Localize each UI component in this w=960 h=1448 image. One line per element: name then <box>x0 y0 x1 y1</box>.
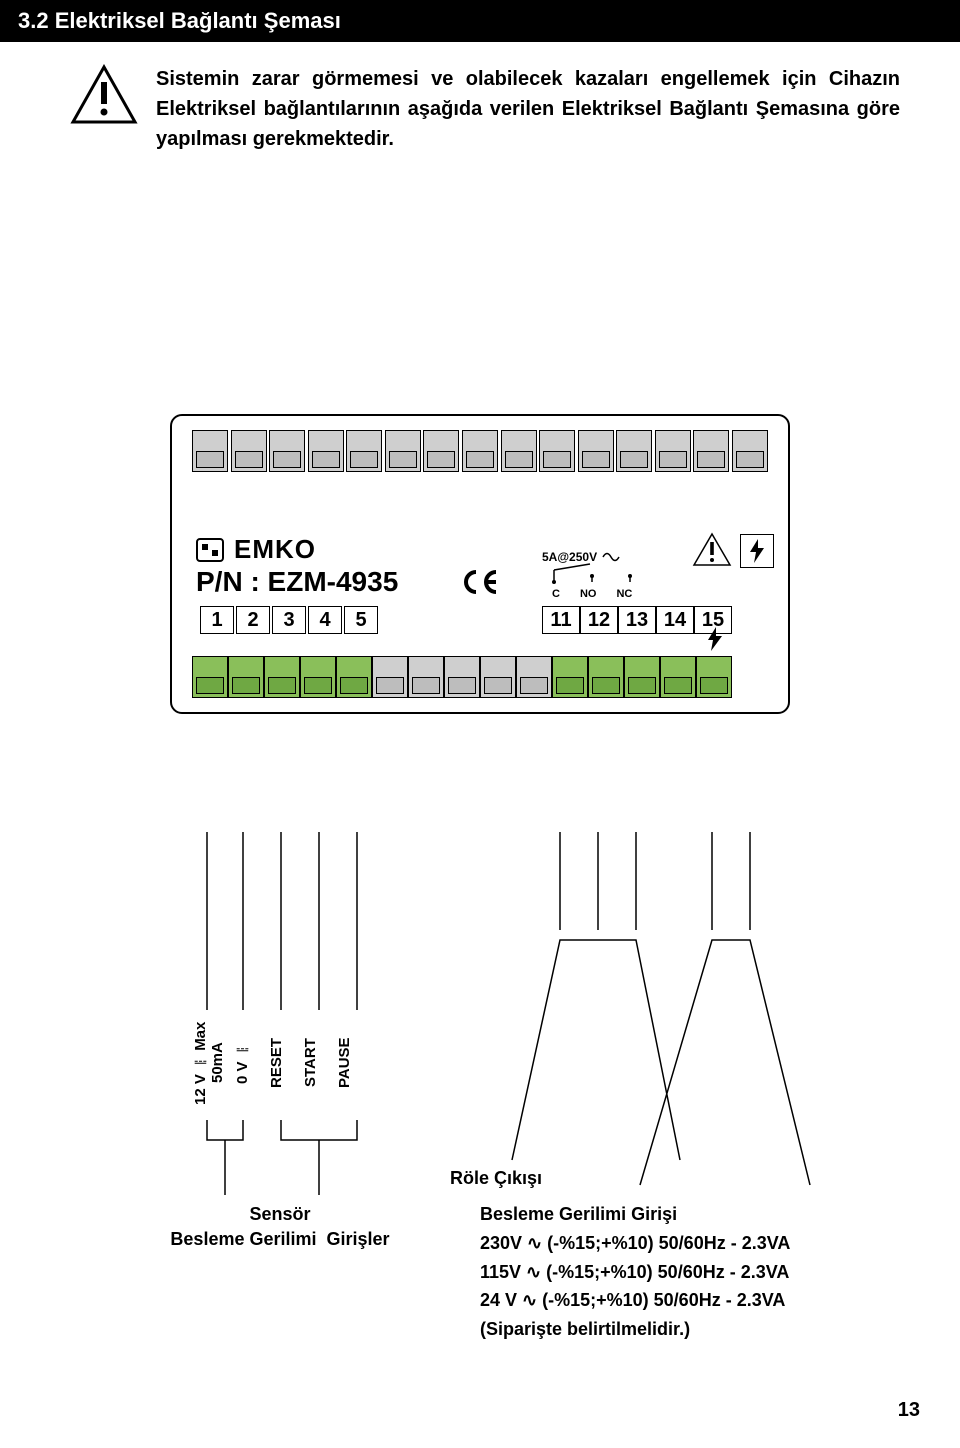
terminal-placeholder <box>231 430 267 472</box>
terminal <box>660 656 696 698</box>
terminal <box>624 656 660 698</box>
sensor-label: Sensör <box>160 1202 400 1227</box>
terminal <box>228 656 264 698</box>
terminal-num: 5 <box>344 606 378 634</box>
sine-icon <box>602 552 620 562</box>
terminal-placeholder <box>539 430 575 472</box>
lead-labels: 12 V ⎓ Max 50mA 0 V ⎓ RESET START PAUSE <box>192 1018 352 1108</box>
supply-title: Besleme Gerilimi Girişi <box>480 1200 790 1229</box>
order-note: (Siparişte belirtilmelidir.) <box>480 1315 790 1344</box>
terminal-placeholder <box>616 430 652 472</box>
terminal-placeholder <box>269 430 305 472</box>
relay-pin-nc: NC <box>616 588 632 600</box>
terminal-placeholder <box>501 430 537 472</box>
inputs-label: Girişler <box>327 1229 390 1249</box>
brand-name: EMKO <box>234 534 316 565</box>
hv-box-icon <box>740 534 774 568</box>
relay-info: 5A@250V C NO NC <box>542 548 682 600</box>
ce-mark <box>462 568 502 603</box>
top-terminal-row <box>192 430 768 472</box>
lead-start: START <box>302 1018 318 1108</box>
brand-logo-icon <box>196 538 224 562</box>
terminal-num: 1 <box>200 606 234 634</box>
intro-text: Sistemin zarar görmemesi ve olabilecek k… <box>156 64 900 154</box>
part-number: P/N : EZM-4935 <box>196 566 398 598</box>
lead-pause: PAUSE <box>336 1018 352 1108</box>
relay-schematic-icon <box>542 562 662 584</box>
warning-icon <box>70 64 138 126</box>
supply-line-2: 115V ∿ (-%15;+%10) 50/60Hz - 2.3VA <box>480 1258 790 1287</box>
lead-12v: 12 V ⎓ Max 50mA <box>192 1018 216 1108</box>
terminal-num: 11 <box>542 606 580 634</box>
terminal-placeholder <box>516 656 552 698</box>
relay-pin-labels: C NO NC <box>552 588 682 600</box>
device-diagram: EMKO P/N : EZM-4935 5A@250V <box>170 414 790 714</box>
lead-0v: 0 V ⎓ <box>234 1018 250 1108</box>
supply-line-1: 230V ∿ (-%15;+%10) 50/60Hz - 2.3VA <box>480 1229 790 1258</box>
terminal-placeholder <box>655 430 691 472</box>
terminal-num: 4 <box>308 606 342 634</box>
supply-annotation: Besleme Gerilimi Girişi 230V ∿ (-%15;+%1… <box>480 1200 790 1344</box>
terminal-num: 12 <box>580 606 618 634</box>
terminal-placeholder <box>444 656 480 698</box>
section-header: 3.2 Elektriksel Bağlantı Şeması <box>0 0 960 42</box>
terminal <box>192 656 228 698</box>
relay-pin-c: C <box>552 588 560 600</box>
page-number: 13 <box>898 1399 920 1422</box>
terminal-placeholder <box>480 656 516 698</box>
terminal-numbers-right: 11 12 13 14 15 <box>542 606 732 634</box>
intro-block: Sistemin zarar görmemesi ve olabilecek k… <box>0 42 960 154</box>
relay-pin-no: NO <box>580 588 597 600</box>
supply-line-3: 24 V ∿ (-%15;+%10) 50/60Hz - 2.3VA <box>480 1286 790 1315</box>
terminal-num: 14 <box>656 606 694 634</box>
terminal-placeholder <box>462 430 498 472</box>
terminal-placeholder <box>423 430 459 472</box>
warning-small-icon <box>692 532 732 568</box>
sensor-annotation: Sensör Besleme Gerilimi Girişler <box>160 1202 400 1252</box>
terminal-placeholder <box>578 430 614 472</box>
terminal <box>264 656 300 698</box>
terminal-placeholder <box>732 430 768 472</box>
relay-output-label: Röle Çıkışı <box>450 1168 542 1189</box>
terminal-placeholder <box>693 430 729 472</box>
terminal <box>588 656 624 698</box>
terminal-placeholder <box>192 430 228 472</box>
brand-row: EMKO <box>196 534 316 565</box>
lead-reset: RESET <box>268 1018 284 1108</box>
terminal-placeholder <box>346 430 382 472</box>
section-title: 3.2 Elektriksel Bağlantı Şeması <box>18 8 341 33</box>
terminal-num: 13 <box>618 606 656 634</box>
terminal-num: 2 <box>236 606 270 634</box>
terminal-placeholder <box>308 430 344 472</box>
terminal <box>300 656 336 698</box>
terminal-placeholder <box>372 656 408 698</box>
lightning-icon <box>707 627 723 651</box>
sensor-supply-label: Besleme Gerilimi <box>170 1229 316 1249</box>
terminal-numbers-left: 1 2 3 4 5 <box>200 606 378 634</box>
terminal-placeholder <box>385 430 421 472</box>
terminal <box>552 656 588 698</box>
terminal <box>336 656 372 698</box>
terminal-placeholder <box>408 656 444 698</box>
terminal-num: 3 <box>272 606 306 634</box>
bottom-terminal-row <box>192 656 768 698</box>
terminal <box>696 656 732 698</box>
